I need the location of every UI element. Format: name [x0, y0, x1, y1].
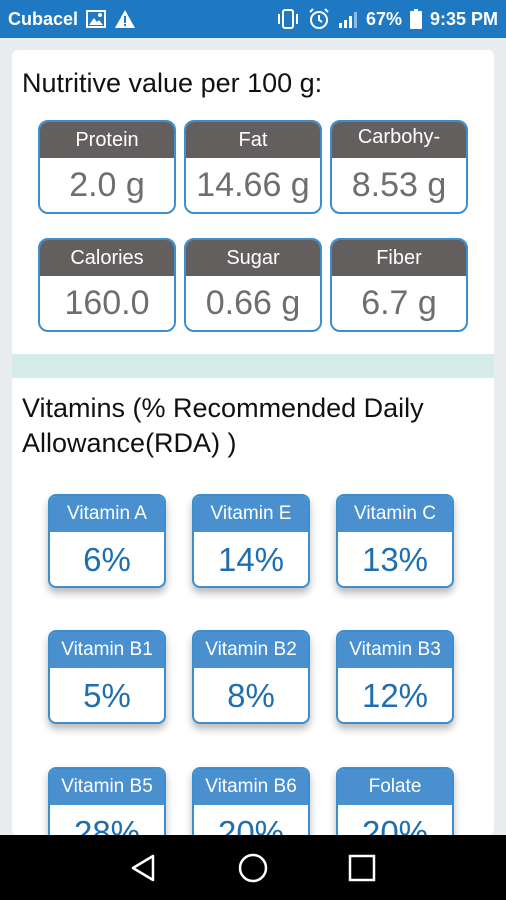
vitamin-label: Vitamin C — [338, 496, 452, 532]
warning-icon — [114, 9, 136, 29]
vitamin-value: 14% — [217, 541, 285, 578]
nutrient-value: 160.0 — [64, 283, 150, 322]
vitamin-box-c: Vitamin C 13% — [336, 494, 454, 588]
vitamin-box-b5: Vitamin B5 28% — [48, 767, 166, 835]
vitamin-label: Vitamin B3 — [338, 632, 452, 668]
vitamin-value: 13% — [361, 541, 429, 578]
vitamin-value: 12% — [361, 677, 429, 714]
battery-icon — [409, 9, 422, 29]
vitamins-title: Vitamins (% Recommended Daily Allowance(… — [22, 393, 424, 458]
recents-icon[interactable] — [338, 844, 386, 892]
vitamin-box-b1: Vitamin B1 5% — [48, 630, 166, 724]
nutrient-box-protein: Protein 2.0 g — [38, 120, 176, 214]
vitamin-label: Vitamin B6 — [194, 769, 308, 805]
vitamin-label: Vitamin B2 — [194, 632, 308, 668]
status-bar: Cubacel 67% 9:35 PM — [0, 0, 506, 38]
nutrient-box-carbohydrate: Carbohy- 8.53 g — [330, 120, 468, 214]
vitamin-value: 28% — [73, 814, 141, 835]
vitamin-label: Vitamin E — [194, 496, 308, 532]
alarm-icon — [308, 8, 330, 30]
vitamin-label: Vitamin B1 — [50, 632, 164, 668]
nutrient-value: 0.66 g — [205, 283, 301, 322]
vitamin-value: 8% — [227, 677, 275, 714]
vitamin-box-folate: Folate 20% — [336, 767, 454, 835]
vibrate-icon — [276, 9, 300, 29]
navigation-bar — [0, 835, 506, 900]
vitamin-label: Vitamin B5 — [50, 769, 164, 805]
vitamin-value: 5% — [83, 677, 131, 714]
back-icon[interactable] — [120, 844, 168, 892]
nutrient-label: Fat — [186, 122, 320, 158]
nutrition-card: Nutritive value per 100 g: Protein 2.0 g… — [12, 50, 494, 835]
vitamin-value: 20% — [361, 814, 429, 835]
battery-percent: 67% — [365, 8, 402, 29]
nutrient-box-fiber: Fiber 6.7 g — [330, 238, 468, 332]
nutrient-box-sugar: Sugar 0.66 g — [184, 238, 322, 332]
vitamin-box-b2: Vitamin B2 8% — [192, 630, 310, 724]
nutrition-title: Nutritive value per 100 g: — [22, 68, 323, 98]
home-icon[interactable] — [229, 844, 277, 892]
vitamin-box-a: Vitamin A 6% — [48, 494, 166, 588]
nutrient-label: Sugar — [186, 240, 320, 276]
vitamin-label: Folate — [338, 769, 452, 805]
vitamin-box-b6: Vitamin B6 20% — [192, 767, 310, 835]
nutrient-box-fat: Fat 14.66 g — [184, 120, 322, 214]
nutrient-label: Protein — [40, 122, 174, 158]
carrier-name: Cubacel — [8, 8, 79, 29]
nutrient-value: 2.0 g — [69, 165, 145, 204]
nutrient-value: 14.66 g — [196, 165, 310, 204]
vitamin-box-b3: Vitamin B3 12% — [336, 630, 454, 724]
vitamin-value: 6% — [83, 541, 131, 578]
nutrient-value: 6.7 g — [361, 283, 437, 322]
section-divider — [12, 354, 494, 378]
nutrient-value: 8.53 g — [351, 165, 447, 204]
signal-icon — [338, 10, 358, 28]
vitamin-label: Vitamin A — [50, 496, 164, 532]
nutrient-label: Carbohy- — [332, 122, 466, 158]
vitamin-value: 20% — [217, 814, 285, 835]
vitamin-box-e: Vitamin E 14% — [192, 494, 310, 588]
nutrient-label: Fiber — [332, 240, 466, 276]
image-icon — [86, 10, 107, 28]
nutrient-box-calories: Calories 160.0 — [38, 238, 176, 332]
clock: 9:35 PM — [429, 8, 498, 29]
nutrient-label: Calories — [40, 240, 174, 276]
